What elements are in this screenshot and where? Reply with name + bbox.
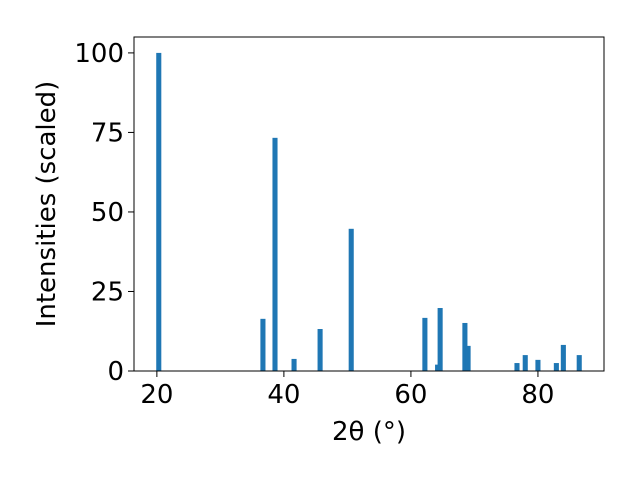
bar	[560, 344, 566, 371]
bar	[422, 317, 428, 371]
bar	[522, 355, 528, 371]
bar	[348, 228, 354, 371]
bar	[462, 322, 468, 371]
bar	[260, 318, 266, 371]
bar	[156, 52, 162, 372]
bar	[535, 359, 541, 371]
bar	[576, 355, 582, 371]
y-tick-label: 25	[91, 277, 124, 307]
bar	[272, 137, 278, 371]
y-axis-label: Intensities (scaled)	[32, 81, 62, 328]
bar	[514, 363, 520, 371]
y-tick-label: 0	[107, 357, 124, 387]
x-tick-label: 80	[521, 380, 554, 410]
x-tick-label: 20	[140, 380, 173, 410]
bar	[465, 345, 471, 371]
y-tick-label: 75	[91, 118, 124, 148]
x-tick-label: 60	[394, 380, 427, 410]
x-axis-label: 2θ (°)	[332, 417, 406, 447]
bar	[317, 329, 323, 371]
bar	[437, 308, 443, 371]
bar	[553, 363, 559, 371]
y-tick-label: 100	[74, 39, 124, 69]
x-tick-label: 40	[267, 380, 300, 410]
bar	[291, 358, 297, 371]
y-tick-label: 50	[91, 198, 124, 228]
plot-frame	[133, 36, 605, 372]
